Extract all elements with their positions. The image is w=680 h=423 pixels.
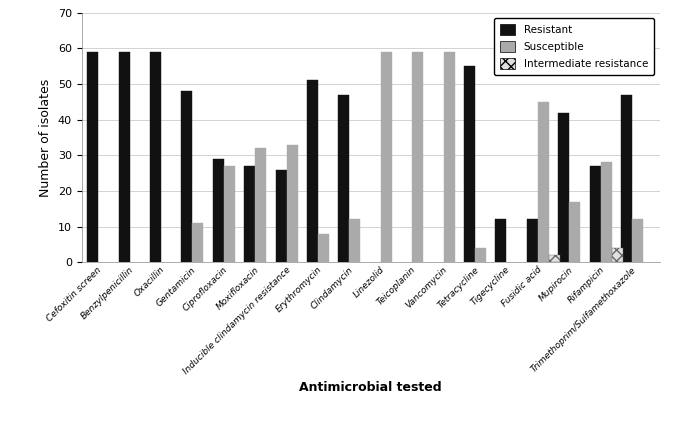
Bar (286, 145, 298, 262)
Bar (496, 220, 507, 262)
Bar (412, 52, 423, 262)
Bar (621, 95, 632, 262)
Bar (538, 102, 549, 262)
Bar (244, 166, 255, 262)
Bar (549, 255, 560, 262)
Legend: Resistant, Susceptible, Intermediate resistance: Resistant, Susceptible, Intermediate res… (494, 18, 654, 75)
Bar (150, 52, 161, 262)
Bar (255, 148, 266, 262)
Bar (558, 113, 569, 262)
Bar (612, 248, 623, 262)
Bar (339, 95, 350, 262)
Bar (182, 91, 192, 262)
Bar (527, 220, 538, 262)
Y-axis label: Number of isolates: Number of isolates (39, 78, 52, 197)
Bar (381, 52, 392, 262)
Bar (600, 162, 612, 262)
Bar (213, 159, 224, 262)
Bar (118, 52, 129, 262)
Bar (275, 170, 286, 262)
Bar (464, 66, 475, 262)
Bar (192, 223, 203, 262)
Bar (590, 166, 600, 262)
Bar (475, 248, 486, 262)
Bar (307, 80, 318, 262)
Bar (87, 52, 98, 262)
Bar (443, 52, 455, 262)
X-axis label: Antimicrobial tested: Antimicrobial tested (299, 382, 442, 394)
Bar (224, 166, 235, 262)
Bar (632, 220, 643, 262)
Bar (569, 202, 580, 262)
Bar (350, 220, 360, 262)
Bar (318, 234, 329, 262)
